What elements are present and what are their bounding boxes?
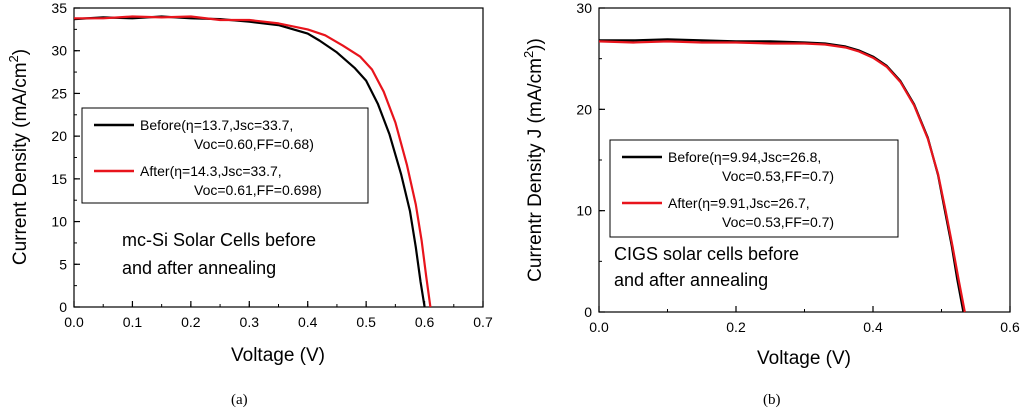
- subfigure-label-a: (a): [231, 392, 248, 408]
- x-tick-label: 0.2: [726, 319, 746, 335]
- chart-annotation: and after annealing: [614, 270, 768, 290]
- chart-b-svg: 0.0 0.2 0.4 0.6 0 10 20 30 Voltage (V) Currentr D…: [521, 0, 1020, 369]
- series-line-after: [598, 40, 966, 313]
- chart-a: 0.0 0.1 0.2 0.3 0.4 0.5 0.6 0.7 0 5 10 15 20 25 30 35 Vo…: [0, 0, 500, 414]
- chart-annotation: CIGS solar cells before: [614, 244, 799, 264]
- x-tick-label: 0.2: [181, 314, 201, 330]
- x-tick-label: 0.6: [415, 314, 435, 330]
- legend-entry-line1: Before(η=13.7,Jsc=33.7,: [140, 117, 293, 133]
- x-tick-label: 0.7: [473, 314, 493, 330]
- chart-annotation: mc-Si Solar Cells before: [122, 230, 316, 250]
- chart-a-svg: 0.0 0.1 0.2 0.3 0.4 0.5 0.6 0.7 0 5 10 15 20 25 30 35 Vo…: [6, 0, 493, 366]
- y-tick-label: 5: [59, 256, 67, 272]
- y-tick-label: 30: [51, 43, 67, 59]
- x-axis-title: Voltage (V): [231, 345, 325, 366]
- x-tick-label: 0.5: [356, 314, 376, 330]
- y-tick-label: 10: [51, 214, 67, 230]
- legend-entry-line2: Voc=0.61,FF=0.698): [194, 182, 322, 198]
- y-tick-label: 0: [584, 304, 592, 320]
- x-tick-label: 0.0: [589, 319, 609, 335]
- legend-entry-line2: Voc=0.53,FF=0.7): [722, 214, 834, 230]
- y-tick-label: 10: [576, 203, 592, 219]
- y-axis-title: Currentr Density J (mA/cm2)): [521, 38, 546, 282]
- series-line-after: [74, 15, 432, 308]
- y-tick-label: 20: [51, 128, 67, 144]
- chart-annotation: and after annealing: [122, 258, 276, 278]
- legend-entry-line1: After(η=14.3,Jsc=33.7,: [140, 163, 282, 179]
- x-tick-label: 0.6: [1000, 319, 1020, 335]
- y-axis-title: Current Density (mA/cm2): [6, 49, 31, 265]
- chart-b: 0.0 0.2 0.4 0.6 0 10 20 30 Voltage (V) Currentr D…: [512, 0, 1024, 414]
- x-tick-label: 0.1: [123, 314, 143, 330]
- x-tick-label: 0.3: [240, 314, 260, 330]
- x-tick-label: 0.4: [863, 319, 883, 335]
- x-tick-label: 0.0: [64, 314, 84, 330]
- legend-entry-line2: Voc=0.60,FF=0.68): [194, 136, 314, 152]
- y-tick-label: 25: [51, 85, 67, 101]
- y-tick-label: 0: [59, 299, 67, 315]
- y-tick-label: 30: [576, 0, 592, 16]
- y-tick-label: 15: [51, 171, 67, 187]
- x-tick-label: 0.4: [298, 314, 318, 330]
- x-axis-title: Voltage (V): [757, 348, 851, 369]
- y-tick-label: 35: [51, 0, 67, 16]
- subfigure-label-b: (b): [763, 392, 781, 408]
- legend-entry-line2: Voc=0.53,FF=0.7): [722, 168, 834, 184]
- legend-entry-line1: Before(η=9.94,Jsc=26.8,: [668, 149, 821, 165]
- legend-entry-line1: After(η=9.91,Jsc=26.7,: [668, 195, 810, 211]
- y-tick-label: 20: [576, 101, 592, 117]
